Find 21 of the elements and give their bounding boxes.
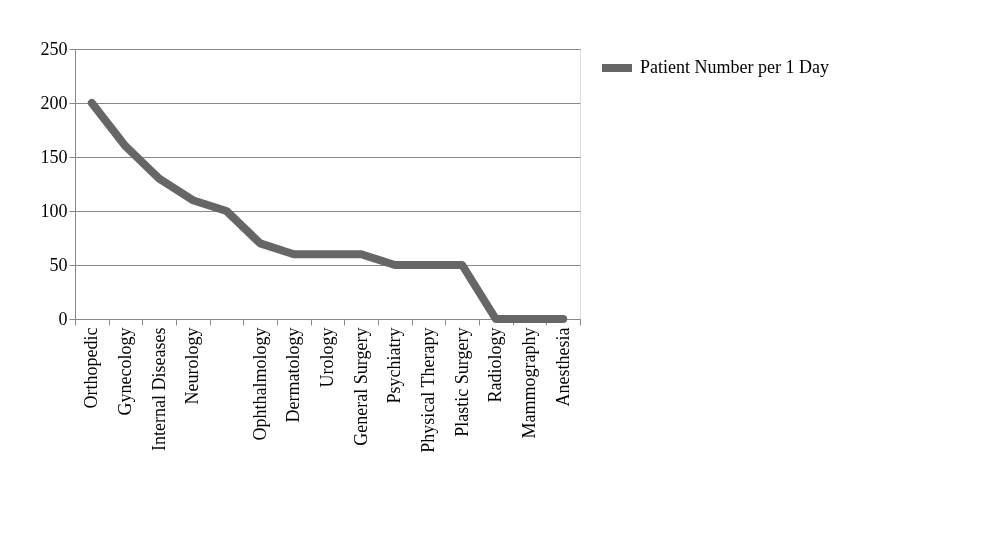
y-tick-label: 150: [40, 146, 68, 167]
x-tick-label: Internal Diseases: [148, 327, 169, 451]
x-tick-label: Gynecology: [115, 327, 135, 416]
x-tick-label: Psychiatry: [384, 327, 405, 404]
legend-label: Patient Number per 1 Day: [640, 57, 829, 77]
x-tick-label: Mammography: [519, 327, 539, 439]
y-tick-label: 50: [49, 254, 68, 275]
y-tick-label: 200: [40, 92, 68, 113]
x-tick-label: Plastic Surgery: [451, 327, 472, 437]
x-tick-label: Physical Therapy: [418, 327, 438, 453]
x-tick-label: Ophthalmology: [249, 327, 270, 441]
x-tick-label: General Surgery: [350, 327, 371, 446]
x-tick-label: Radiology: [485, 327, 506, 403]
y-tick-label: 100: [40, 200, 68, 221]
y-tick-label: 250: [40, 38, 68, 59]
x-tick-label: Neurology: [182, 327, 203, 405]
y-tick-label: 0: [58, 308, 68, 329]
x-tick-label: Urology: [317, 327, 337, 388]
x-tick-label: Dermatology: [283, 327, 304, 423]
x-tick-label: Anesthesia: [552, 327, 573, 407]
x-tick-label: Orthopedic: [81, 327, 102, 409]
